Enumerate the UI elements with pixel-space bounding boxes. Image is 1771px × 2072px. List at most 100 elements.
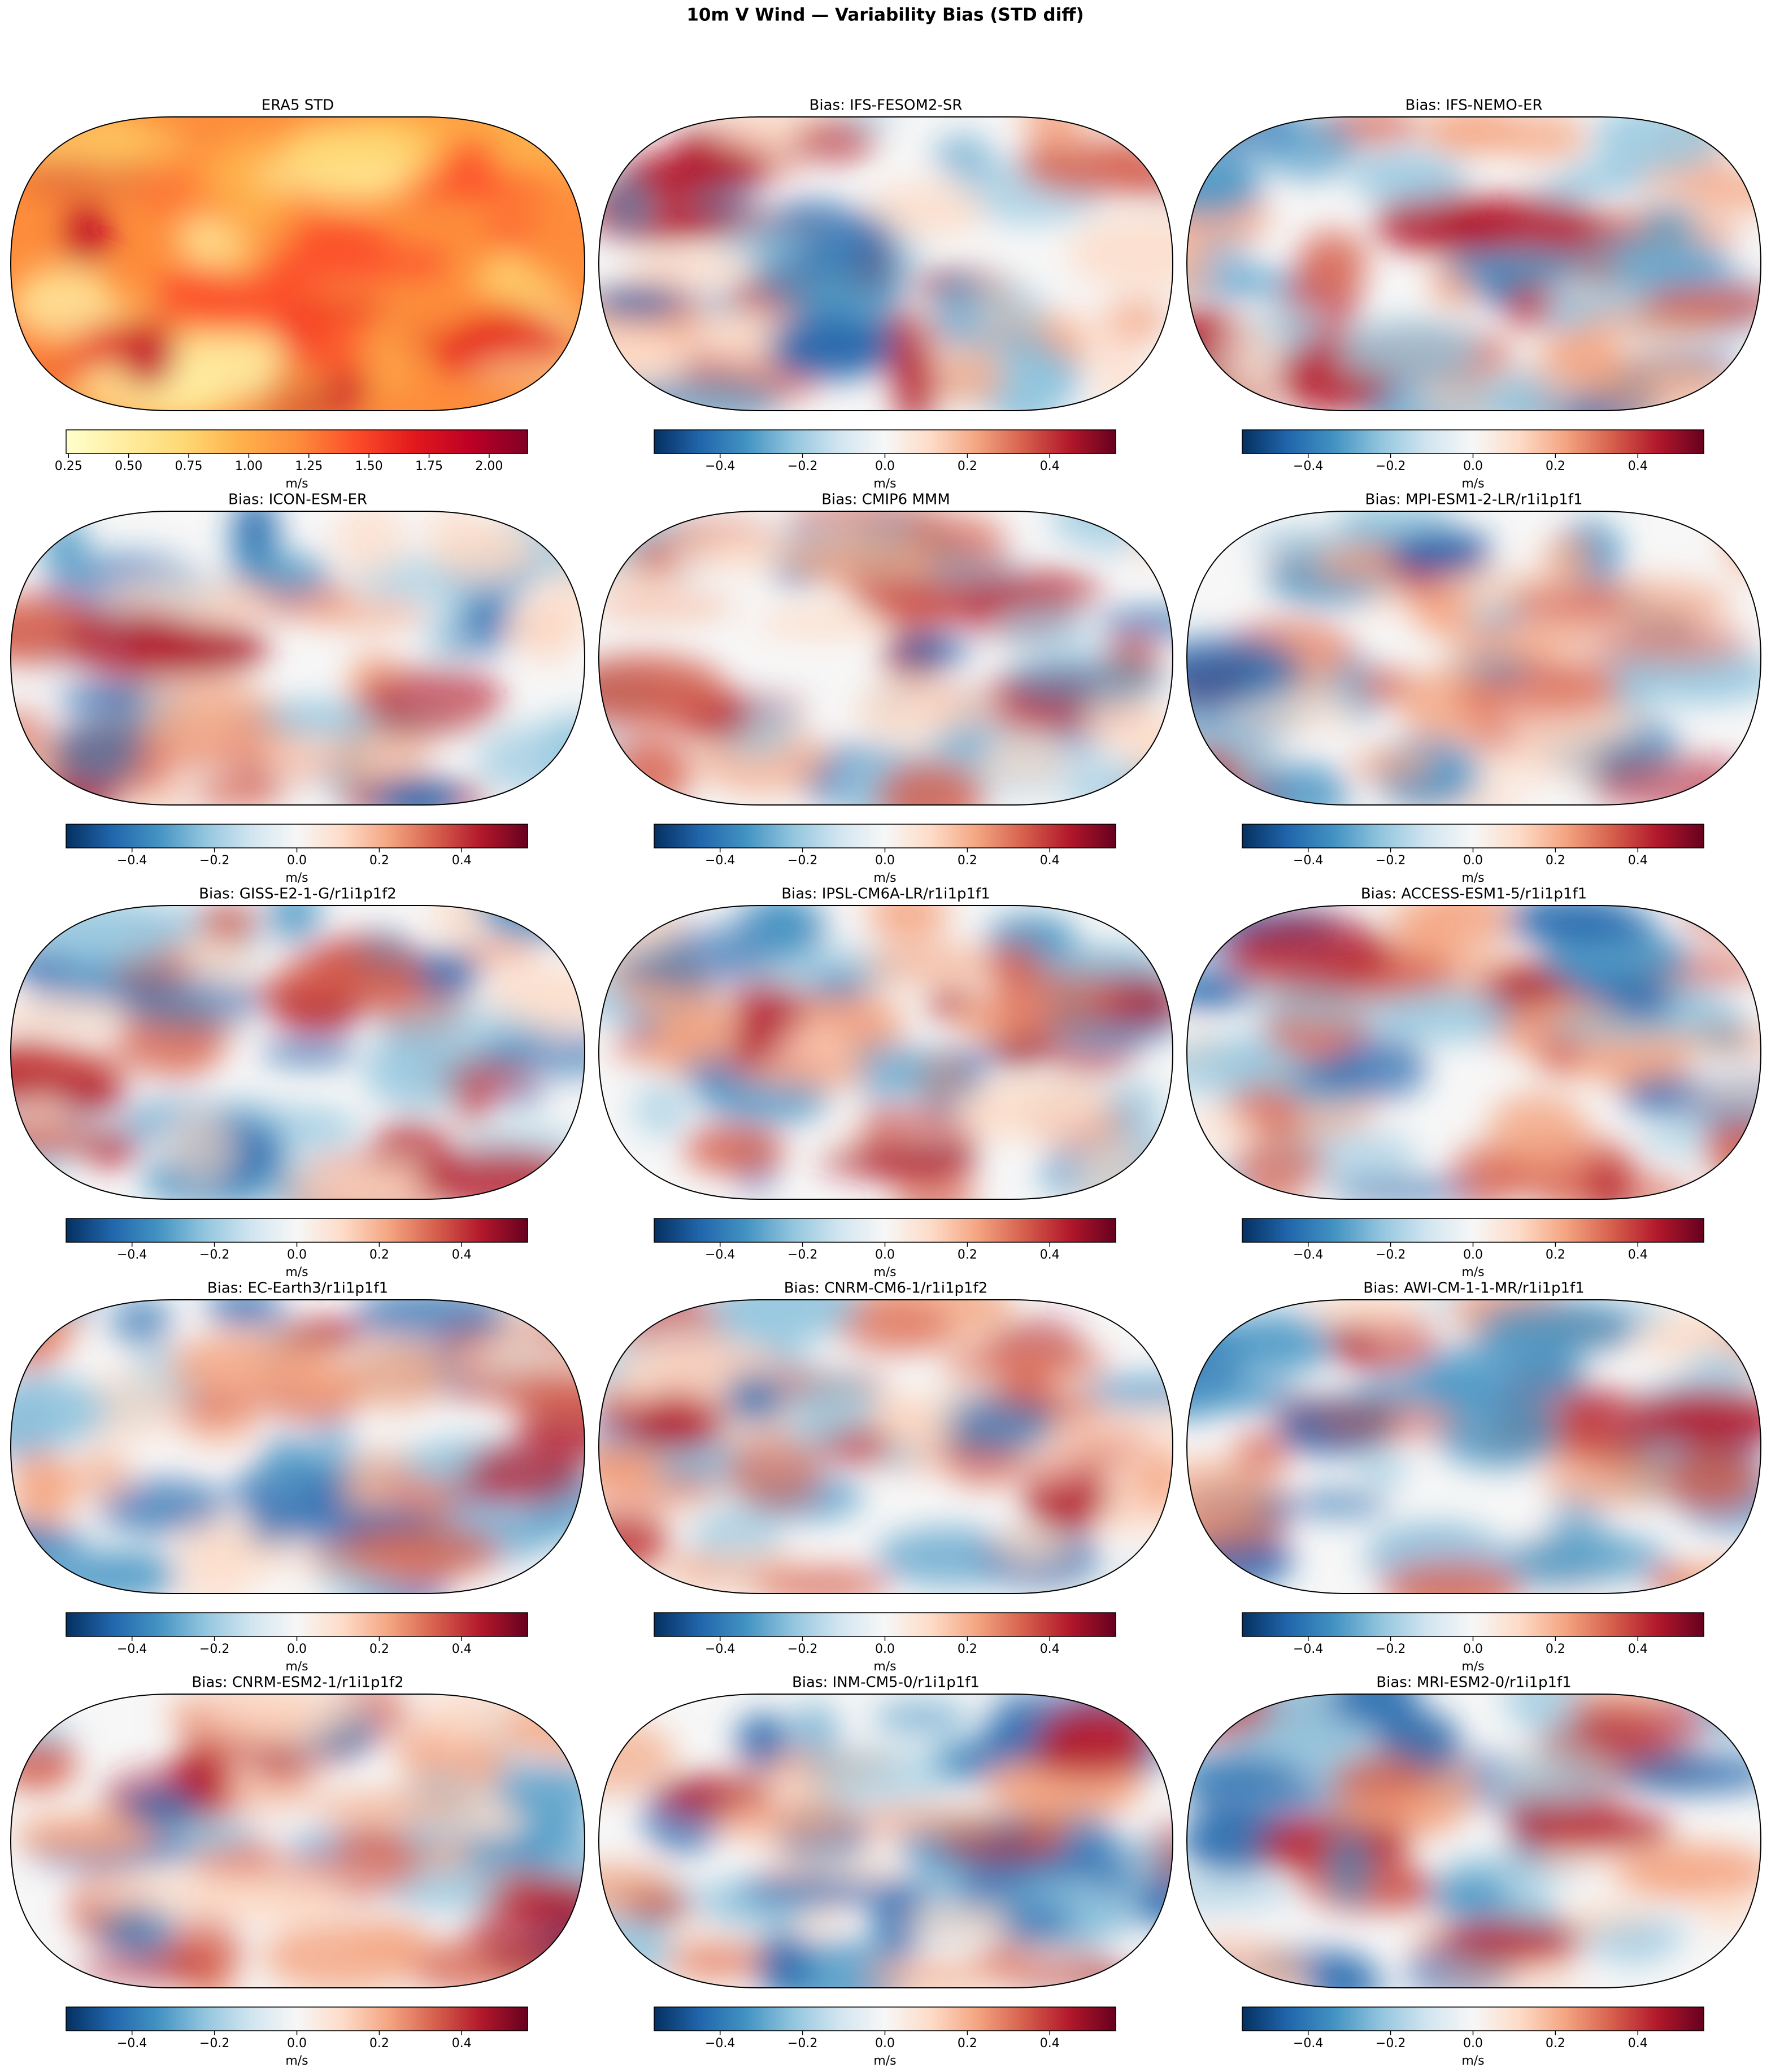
map-blob [326, 718, 431, 790]
colorbar-tick-label: 0.0 [1463, 1248, 1483, 1262]
colorbar-tick-label: −0.4 [117, 2036, 147, 2051]
map [599, 1300, 1173, 1594]
map-blob [371, 777, 463, 805]
colorbar-tick-label: −0.4 [1293, 1642, 1323, 1656]
colorbar [654, 1218, 1116, 1243]
map-blob [876, 760, 985, 805]
map-blob [1077, 1376, 1173, 1409]
map-blob [360, 666, 504, 733]
map-blob [1330, 1694, 1420, 1730]
map-blob [599, 1492, 719, 1517]
map-blob [1486, 369, 1541, 411]
panel: Bias: CMIP6 MMM −0.4 −0.2 0.0 0.2 0.4 m/s [598, 491, 1174, 885]
colorbar-tick-label: 0.2 [369, 854, 389, 868]
map-blob [737, 1878, 872, 1907]
colorbar-label: m/s [1461, 1660, 1484, 1674]
colorbar-tick-label: 0.2 [1546, 1248, 1565, 1262]
panel-title: Bias: ACCESS-ESM1-5/r1i1p1f1 [1361, 886, 1587, 903]
map-blob [39, 518, 89, 573]
map-border [598, 1694, 1174, 1988]
map-blob [894, 629, 970, 669]
map-blob [414, 950, 482, 997]
colorbar-tick-label: −0.4 [705, 1642, 735, 1656]
colorbar-tick-label: 1.25 [295, 459, 323, 473]
map-blob [1187, 1378, 1298, 1412]
map-blob [790, 532, 938, 588]
map-blob [95, 1907, 172, 1952]
map-blob [1473, 744, 1604, 783]
map-field [1187, 906, 1761, 1199]
colorbar-tick-label: 0.0 [287, 2036, 307, 2051]
map-border [1186, 905, 1762, 1200]
map-blob [794, 118, 877, 162]
colorbar-tick-label: 0.4 [1628, 459, 1648, 473]
map-blob [63, 609, 204, 678]
map-blob [370, 1835, 421, 1892]
map-blob [1537, 1034, 1583, 1075]
map-border [10, 1299, 586, 1594]
map-blob [471, 906, 585, 940]
map-blob [937, 355, 1005, 405]
map-blob [1026, 1439, 1086, 1488]
map-blob [1110, 1079, 1165, 1157]
map-blob [1665, 1449, 1761, 1512]
map-blob [599, 906, 676, 961]
map-blob [1639, 204, 1699, 237]
map-blob [38, 1551, 179, 1584]
map-blob [1368, 1323, 1438, 1357]
map-border [598, 116, 1174, 411]
map-blob [1518, 1533, 1670, 1579]
colorbar [654, 1612, 1116, 1637]
colorbar-tick-label: 0.0 [1463, 459, 1483, 473]
map-blob [628, 374, 784, 411]
map-blob [169, 1112, 237, 1186]
colorbar-tick-label: 0.2 [1546, 1642, 1565, 1656]
map-blob [599, 655, 728, 728]
colorbar [1242, 429, 1704, 454]
map-blob [123, 1790, 198, 1828]
colorbar-tick-label: 1.75 [415, 459, 443, 473]
map-blob [1433, 1875, 1512, 1922]
map-border [1186, 1299, 1762, 1594]
map-blob [1187, 1875, 1296, 1911]
map-blob [997, 605, 1091, 652]
map-border [598, 905, 1174, 1200]
map-blob [1307, 1958, 1382, 1988]
map-blob [751, 1566, 890, 1594]
map [1187, 1694, 1761, 1988]
colorbar-tick-label: −0.4 [1293, 1248, 1323, 1262]
colorbar-tick-label: −0.2 [787, 459, 817, 473]
map-blob [1504, 276, 1552, 331]
panel-title: Bias: MRI-ESM2-0/r1i1p1f1 [1376, 1674, 1571, 1691]
colorbar-tick-label: 0.2 [1546, 459, 1565, 473]
colorbar-tick-label: −0.2 [1376, 854, 1406, 868]
colorbar-tick-label: 0.50 [115, 459, 142, 473]
map-blob [299, 598, 426, 630]
colorbar-tick-label: 0.4 [452, 2036, 472, 2051]
map-blob [225, 204, 294, 261]
map-blob [1542, 537, 1594, 575]
map-border [10, 511, 586, 806]
map-blob [61, 1068, 127, 1113]
map-blob [1226, 916, 1395, 992]
panel-title: Bias: EC-Earth3/r1i1p1f1 [207, 1280, 388, 1297]
map-blob [720, 223, 804, 268]
colorbar-tick-label: −0.4 [705, 854, 735, 868]
map-blob [1325, 1829, 1373, 1908]
map-blob [202, 249, 263, 276]
map-field [599, 117, 1173, 411]
map-blob [1187, 1167, 1249, 1199]
map [11, 1300, 585, 1594]
panel-title: Bias: CNRM-CM6-1/r1i1p1f2 [784, 1280, 988, 1297]
map-blob [503, 1697, 585, 1758]
map-blob [85, 1873, 201, 1916]
colorbar-tick-label: 1.50 [355, 459, 383, 473]
map-blob [11, 1046, 135, 1076]
map-blob [995, 1374, 1058, 1405]
colorbar-tick-label: −0.4 [117, 854, 147, 868]
panel-title: Bias: CNRM-ESM2-1/r1i1p1f2 [192, 1674, 403, 1691]
map-blob [1248, 530, 1357, 554]
colorbar-tick-label: 0.25 [55, 459, 82, 473]
map-blob [865, 1964, 995, 1988]
colorbar-tick-label: 0.0 [287, 854, 307, 868]
